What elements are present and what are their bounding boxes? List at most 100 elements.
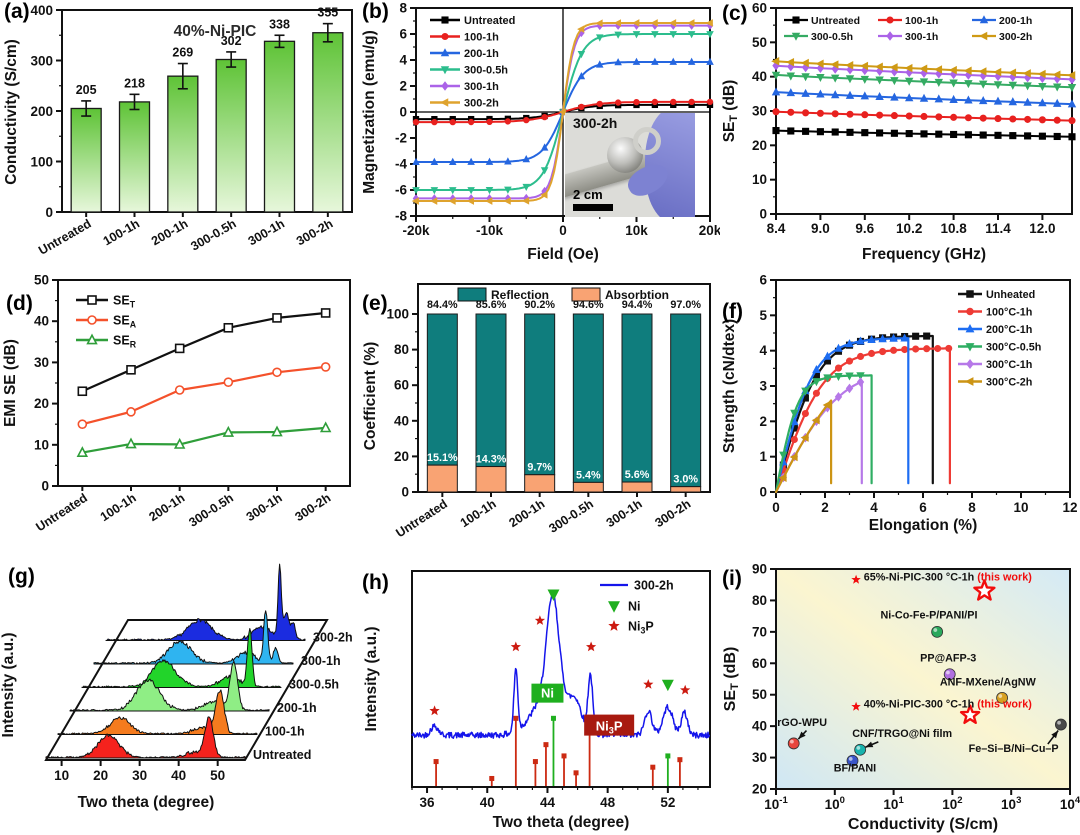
svg-text:40: 40	[171, 768, 186, 783]
svg-text:-6: -6	[395, 183, 407, 198]
photo-inset-magnet: 300-2h 2 cm	[565, 113, 695, 217]
svg-text:52: 52	[660, 795, 675, 810]
svg-text:200-1h: 200-1h	[506, 497, 547, 530]
svg-text:CNF/TRGO@Ni film: CNF/TRGO@Ni film	[852, 728, 952, 740]
svg-text:PP@AFP-3: PP@AFP-3	[920, 652, 976, 664]
svg-text:4: 4	[870, 500, 878, 515]
panel-label-i: (i)	[722, 567, 742, 590]
svg-text:302: 302	[221, 34, 242, 48]
svg-text:Untreated: Untreated	[393, 497, 450, 541]
svg-text:300-2h: 300-2h	[313, 631, 353, 645]
svg-text:80: 80	[394, 342, 409, 357]
svg-text:218: 218	[124, 76, 145, 90]
svg-text:3: 3	[759, 379, 767, 394]
svg-text:400: 400	[30, 3, 53, 18]
svg-text:20: 20	[752, 782, 767, 797]
svg-text:SET: SET	[113, 294, 136, 310]
svg-text:44: 44	[540, 795, 556, 810]
svg-text:2: 2	[399, 79, 407, 94]
svg-text:Conductivity (S/cm): Conductivity (S/cm)	[848, 816, 998, 833]
svg-text:300-0.5h: 300-0.5h	[464, 65, 508, 77]
svg-text:30: 30	[752, 104, 767, 119]
svg-text:0: 0	[41, 479, 49, 494]
svg-text:100: 100	[825, 795, 845, 812]
svg-text:300-2h: 300-2h	[652, 497, 693, 530]
svg-text:Elongation (%): Elongation (%)	[869, 517, 978, 534]
svg-text:355: 355	[317, 6, 338, 20]
svg-text:50: 50	[210, 768, 225, 783]
chart-xrd-300-2h: 36 40 44 48 52 Two theta (degree) Intensity (a…	[363, 570, 711, 831]
svg-text:100-1h: 100-1h	[905, 15, 938, 27]
svg-text:0: 0	[401, 485, 409, 500]
svg-text:300°C-0.5h: 300°C-0.5h	[986, 342, 1041, 354]
svg-text:10.2: 10.2	[896, 221, 922, 236]
svg-text:Untreated: Untreated	[36, 216, 94, 257]
svg-text:60: 60	[752, 656, 767, 671]
svg-text:200-1h: 200-1h	[146, 491, 187, 524]
svg-text:-20k: -20k	[402, 223, 430, 238]
panel-b: (b) -20k -10k 0 10k 20k -8 -6 -4 -2 0 2 4 6 8 Field (O…	[360, 0, 720, 270]
panel-g: (g) 10 20 30 40 50 Two theta (degree) Intensit…	[0, 555, 360, 835]
chart-set-frequency: 8.4 9.0 9.6 10.2 10.8 11.4 12.0 0 10 20 30 40 50 60 Fr…	[721, 1, 1077, 263]
svg-text:10-1: 10-1	[764, 795, 788, 812]
panel-e: (e) 0 20 40 60 80 100 Coefficient (%) Reflectio…	[360, 270, 720, 555]
svg-text:5.6%: 5.6%	[625, 469, 650, 481]
panel-f: (f) 0 2 4 6 8 10 12 0 1 2 3 4 5 6 Elongation (%) Streng…	[720, 270, 1080, 555]
svg-text:EMI SE (dB): EMI SE (dB)	[2, 339, 19, 427]
svg-text:5.4%: 5.4%	[576, 469, 601, 481]
panel-label-b: (b)	[362, 0, 389, 23]
svg-text:SET (dB): SET (dB)	[721, 80, 740, 143]
chart-coefficient-stacked: 0 20 40 60 80 100 Coefficient (%) Reflection Abs…	[362, 283, 711, 541]
svg-text:36: 36	[420, 795, 436, 810]
svg-text:20k: 20k	[699, 223, 720, 238]
svg-text:Coefficient (%): Coefficient (%)	[362, 342, 379, 451]
inset-sample-label: 300-2h	[573, 115, 618, 131]
svg-text:40: 40	[394, 413, 409, 428]
svg-text:4: 4	[399, 53, 407, 68]
panel-i: (i) 10-1 100 101 102 103 104 20 30 40 50 60 70 80 90 C…	[720, 555, 1080, 835]
svg-text:SEA: SEA	[113, 314, 137, 330]
svg-text:100°C-1h: 100°C-1h	[986, 307, 1032, 319]
panel-label-h: (h)	[362, 571, 389, 594]
svg-text:Ni: Ni	[541, 686, 554, 701]
svg-text:Intensity (a.u.): Intensity (a.u.)	[0, 632, 17, 737]
inset-scalebar	[573, 204, 613, 211]
svg-text:300-2h: 300-2h	[634, 579, 674, 593]
svg-text:9.6: 9.6	[855, 221, 874, 236]
svg-text:300°C-1h: 300°C-1h	[986, 359, 1032, 371]
svg-text:Ni-Co-Fe-P/PANI/PI: Ni-Co-Fe-P/PANI/PI	[881, 610, 978, 622]
chart-emi-se: 0 10 20 30 40 50 EMI SE (dB) Untreated 100-1h 200…	[2, 273, 351, 534]
svg-text:11.4: 11.4	[985, 221, 1011, 236]
panel-label-f: (f)	[722, 300, 743, 323]
svg-text:Two theta (degree): Two theta (degree)	[78, 794, 215, 811]
svg-text:70: 70	[752, 624, 767, 639]
panel-d: (d) 0 10 20 30 40 50 EMI SE (dB) Untreated 100-1…	[0, 270, 360, 555]
svg-text:9.0: 9.0	[811, 221, 830, 236]
svg-text:9.7%: 9.7%	[527, 462, 552, 474]
svg-text:97.0%: 97.0%	[670, 299, 701, 311]
svg-text:40: 40	[34, 314, 49, 329]
svg-text:Untreated: Untreated	[464, 15, 515, 27]
svg-text:100-1h: 100-1h	[265, 725, 305, 739]
svg-text:Field (Oe): Field (Oe)	[527, 246, 598, 263]
svg-text:200: 200	[30, 104, 53, 119]
panel-label-e: (e)	[362, 292, 388, 315]
panel-label-d: (d)	[6, 292, 33, 315]
svg-text:Untreated: Untreated	[811, 15, 860, 27]
svg-text:101: 101	[883, 795, 904, 812]
svg-text:0: 0	[759, 485, 767, 500]
svg-text:104: 104	[1060, 795, 1080, 812]
svg-text:94.4%: 94.4%	[622, 299, 653, 311]
svg-text:20: 20	[394, 449, 409, 464]
svg-text:rGO-WPU: rGO-WPU	[777, 717, 827, 729]
svg-text:50: 50	[752, 35, 767, 50]
svg-text:12.0: 12.0	[1029, 221, 1055, 236]
chart-comparison-scatter: 10-1 100 101 102 103 104 20 30 40 50 60 70 80 90 Condu…	[722, 562, 1080, 834]
magnet-hook-ring	[633, 127, 661, 155]
svg-text:8: 8	[399, 1, 407, 16]
svg-text:300-2h: 300-2h	[464, 98, 499, 110]
svg-text:0: 0	[399, 105, 407, 120]
svg-text:300-1h: 300-1h	[905, 31, 938, 43]
svg-text:200-1h: 200-1h	[999, 15, 1032, 27]
